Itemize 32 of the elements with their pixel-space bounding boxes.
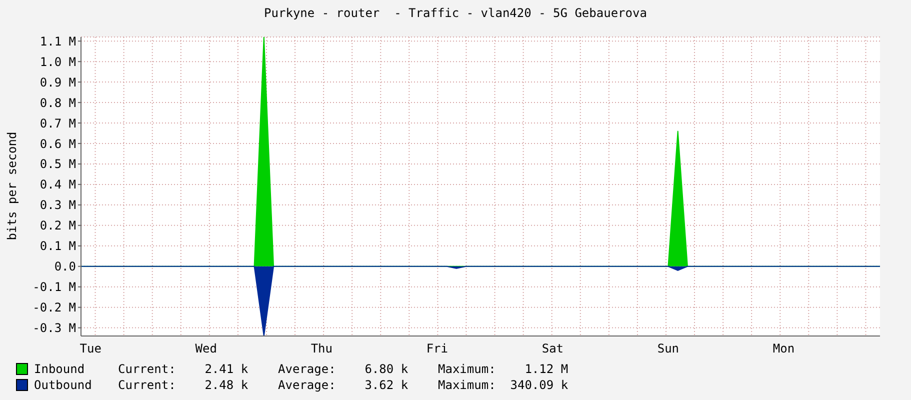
- y-tick-label: -0.1 M: [32, 280, 76, 294]
- x-tick-label: Wed: [195, 342, 217, 356]
- text: Average: 3.62 k: [278, 378, 410, 392]
- x-tick-label: Thu: [310, 342, 333, 356]
- y-tick-label: 0.2 M: [40, 218, 76, 233]
- y-tick-label: 0.6 M: [40, 136, 76, 151]
- x-tick-label: Tue: [80, 342, 102, 356]
- text: Current: 2.41 k: [118, 362, 250, 376]
- y-tick-label: 1.1 M: [40, 34, 76, 48]
- legend-label: Inbound: [34, 362, 86, 376]
- x-tick-label: Mon: [772, 342, 795, 356]
- y-tick-label: -0.3 M: [32, 321, 76, 336]
- x-tick-label: Sat: [542, 342, 564, 356]
- y-tick-label: 0.5 M: [40, 157, 76, 172]
- y-tick-label: 0.8 M: [40, 96, 76, 110]
- y-tick-label: 0.4 M: [40, 178, 76, 192]
- text: Maximum: 1.12 M: [438, 362, 570, 376]
- y-tick-label: -0.2 M: [32, 300, 76, 315]
- y-tick-label: 0.3 M: [40, 198, 76, 212]
- y-axis-title: bits per second: [5, 132, 19, 240]
- text: Average: 6.80 k: [278, 362, 410, 376]
- chart-title: Purkyne - router - Traffic - vlan420 - 5G Gebauerova: [263, 6, 648, 20]
- x-tick-label: Sun: [657, 342, 680, 356]
- text: Current: 2.48 k: [118, 378, 250, 392]
- text: Maximum: 340.09 k: [438, 378, 570, 392]
- y-tick-label: 0.7 M: [40, 116, 76, 130]
- y-tick-label: 0.1 M: [40, 239, 76, 254]
- y-tick-label: 1.0 M: [40, 54, 76, 69]
- legend-label: Outbound: [34, 378, 93, 392]
- y-tick-label: 0.0: [54, 260, 76, 274]
- x-tick-label: Fri: [426, 342, 448, 356]
- y-tick-label: 0.9 M: [40, 75, 76, 90]
